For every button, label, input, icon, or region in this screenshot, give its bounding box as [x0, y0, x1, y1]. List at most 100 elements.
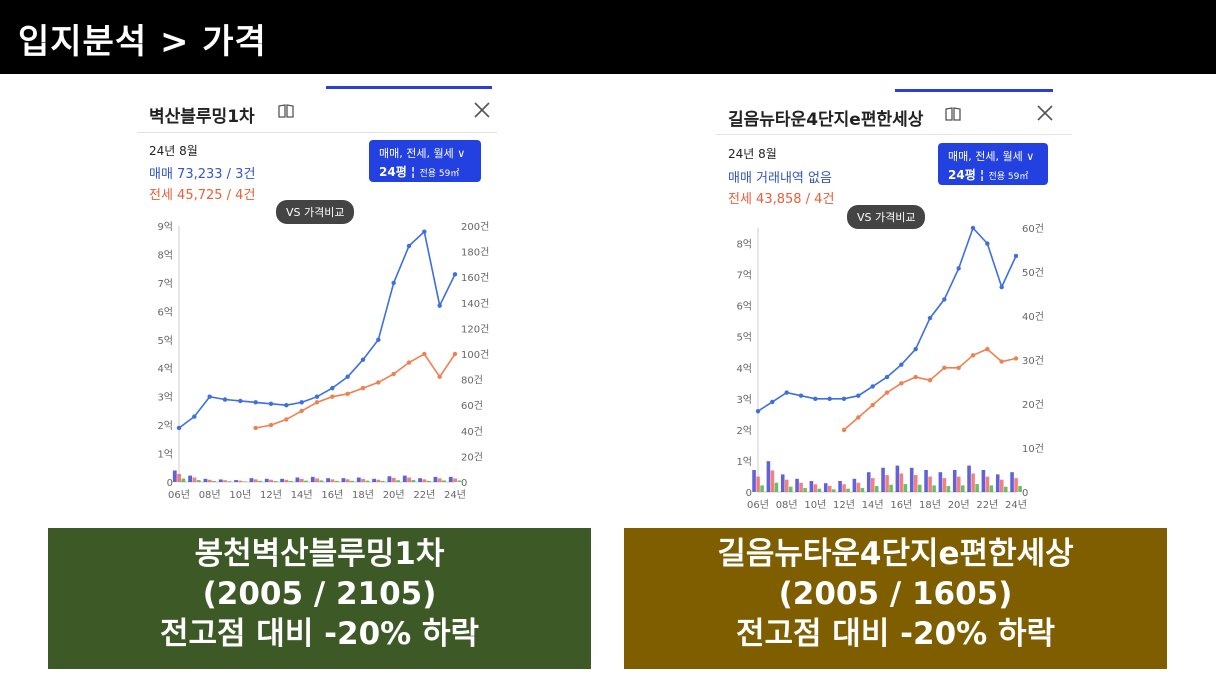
- x-tick-label: 06년: [747, 499, 769, 511]
- volume-bar: [874, 486, 879, 492]
- summary-caption: 봉천벽산블루밍1차 (2005 / 2105) 전고점 대비 -20% 하락: [48, 528, 591, 669]
- volume-bar: [999, 479, 1004, 492]
- x-tick-label: 08년: [776, 499, 798, 511]
- volume-bar: [795, 478, 799, 492]
- book-icon[interactable]: [945, 107, 961, 121]
- data-point: [899, 381, 904, 386]
- left-panel: 벽산블루밍1차 24년 8월 매매 73,233 / 3건 전세 45,725 …: [137, 86, 497, 511]
- volume-bar: [299, 478, 304, 482]
- y2-tick-label: 200건: [461, 221, 489, 233]
- volume-bar: [361, 478, 365, 482]
- y-tick-label: 4억: [736, 363, 752, 375]
- volume-bar: [356, 477, 361, 482]
- volume-bar: [952, 470, 957, 492]
- data-point: [913, 346, 918, 352]
- volume-bar: [457, 480, 462, 482]
- caption-drop: 전고점 대비 -20% 하락: [159, 616, 480, 652]
- vs-compare-button[interactable]: VS 가격비교: [276, 200, 355, 224]
- data-point: [985, 241, 990, 246]
- volume-bar: [396, 480, 400, 482]
- header-bar: 입지분석 > 가격: [0, 0, 1216, 74]
- book-icon[interactable]: [278, 104, 294, 118]
- volume-bar: [203, 478, 208, 482]
- x-tick-label: 14년: [291, 489, 313, 501]
- volume-bar: [942, 478, 947, 492]
- vs-compare-button[interactable]: VS 가격비교: [847, 205, 926, 229]
- y2-tick-label: 120건: [461, 323, 489, 335]
- x-tick-label: 24년: [444, 489, 466, 501]
- volume-bar: [310, 476, 315, 482]
- data-point: [956, 365, 961, 370]
- data-point: [238, 398, 243, 404]
- size-label: 24평 ¦ 전용 59㎡: [379, 165, 460, 179]
- volume-bar: [1018, 486, 1022, 492]
- x-tick-label: 08년: [199, 489, 221, 501]
- volume-bar: [238, 480, 243, 482]
- data-point: [284, 403, 289, 408]
- data-point: [253, 400, 258, 405]
- y2-tick-label: 30건: [1022, 355, 1044, 367]
- volume-bar: [188, 475, 193, 482]
- y2-tick-label: 60건: [461, 400, 483, 412]
- data-point: [360, 385, 366, 391]
- y2-tick-label: 180건: [461, 247, 489, 259]
- volume-bar: [917, 484, 922, 492]
- volume-bar: [770, 470, 775, 492]
- close-icon[interactable]: [1036, 104, 1054, 122]
- complex-name: 벽산블루밍1차: [149, 107, 255, 127]
- divider: [716, 134, 1072, 135]
- data-point: [222, 397, 228, 402]
- deal-type-filter-button[interactable]: 매매, 전세, 월세 ∨ 24평 ¦ 전용 59㎡: [369, 140, 481, 182]
- volume-bar: [913, 475, 918, 492]
- volume-bar: [780, 474, 785, 492]
- data-point: [253, 425, 258, 431]
- volume-bar: [852, 478, 857, 492]
- data-point: [422, 229, 427, 234]
- volume-bar: [227, 481, 232, 482]
- volume-bar: [319, 480, 324, 482]
- data-point: [391, 280, 396, 286]
- data-point: [999, 359, 1004, 364]
- volume-bar: [956, 476, 961, 492]
- data-point: [884, 390, 890, 395]
- close-icon[interactable]: [473, 101, 491, 119]
- y-tick-label: 5억: [736, 332, 752, 344]
- data-point: [870, 402, 875, 408]
- data-point: [376, 380, 381, 385]
- x-tick-label: 20년: [383, 489, 405, 501]
- volume-bar: [975, 484, 979, 492]
- right-panel: 길음뉴타운4단지e편한세상 24년 8월 매매 거래내역 없음 전세 43,85…: [716, 86, 1072, 521]
- volume-bar: [809, 481, 814, 492]
- volume-bar: [172, 470, 177, 482]
- volume-bar: [784, 479, 789, 492]
- divider: [137, 132, 497, 133]
- y-tick-label: 2억: [157, 420, 173, 432]
- volume-bar: [928, 476, 932, 492]
- data-point: [376, 337, 381, 342]
- data-point: [299, 400, 304, 405]
- volume-bar: [330, 479, 335, 482]
- volume-bar: [938, 472, 943, 492]
- data-point: [452, 351, 458, 357]
- size-label: 24평 ¦ 전용 59㎡: [948, 168, 1029, 182]
- data-point: [942, 365, 947, 370]
- jeonse-price: 전세 45,725 / 4건: [149, 188, 256, 203]
- caption-drop: 전고점 대비 -20% 하락: [735, 616, 1056, 652]
- volume-bar: [258, 480, 262, 482]
- volume-bar: [838, 481, 842, 492]
- data-point: [884, 374, 890, 380]
- volume-bar: [341, 478, 346, 482]
- data-point: [942, 297, 947, 302]
- volume-bar: [881, 467, 885, 492]
- volume-bar: [889, 484, 893, 492]
- x-tick-label: 24년: [1005, 499, 1027, 511]
- data-point: [985, 346, 990, 352]
- y-tick-label: 7억: [736, 270, 752, 282]
- volume-bar: [304, 480, 308, 482]
- volume-bar: [345, 479, 350, 482]
- data-point: [956, 266, 961, 271]
- volume-bar: [196, 480, 201, 482]
- x-tick-label: 18년: [352, 489, 374, 501]
- y-tick-label: 6억: [736, 301, 752, 313]
- deal-type-filter-button[interactable]: 매매, 전세, 월세 ∨ 24평 ¦ 전용 59㎡: [938, 143, 1048, 185]
